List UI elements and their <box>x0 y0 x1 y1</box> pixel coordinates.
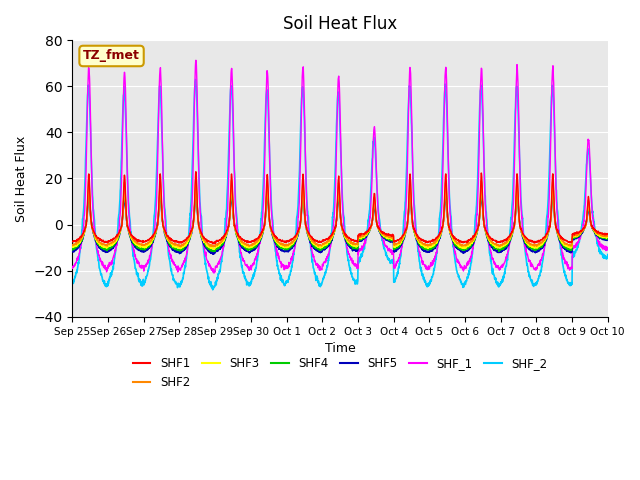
SHF4 <box>496 247 504 252</box>
SHF_2 <box>192 76 200 82</box>
SHF_2 <box>356 257 364 263</box>
SHF3 <box>557 238 564 244</box>
SHF5 <box>356 239 364 244</box>
SHF_2 <box>604 252 612 257</box>
Y-axis label: Soil Heat Flux: Soil Heat Flux <box>15 135 28 222</box>
SHF5 <box>68 248 76 253</box>
SHF5 <box>572 235 580 241</box>
SHF1 <box>192 169 200 175</box>
SHF2 <box>218 238 226 243</box>
SHF4 <box>604 236 612 241</box>
SHF2 <box>557 236 564 242</box>
SHF4 <box>572 234 580 240</box>
SHF2 <box>192 176 200 181</box>
SHF_1 <box>367 191 375 196</box>
SHF4 <box>557 240 564 246</box>
SHF_1 <box>496 266 504 272</box>
SHF1 <box>356 232 364 238</box>
SHF_1 <box>604 247 612 252</box>
SHF_1 <box>192 58 200 63</box>
Line: SHF_2: SHF_2 <box>72 79 608 290</box>
SHF1 <box>68 239 76 244</box>
SHF_2 <box>496 283 504 288</box>
SHF1 <box>604 231 612 237</box>
SHF_2 <box>68 279 76 285</box>
SHF_2 <box>367 174 375 180</box>
SHF3 <box>367 222 375 228</box>
SHF1 <box>367 223 375 228</box>
Line: SHF5: SHF5 <box>72 193 608 254</box>
SHF1 <box>572 230 580 236</box>
SHF4 <box>367 223 375 228</box>
SHF_2 <box>557 245 564 251</box>
SHF3 <box>604 234 612 240</box>
SHF_1 <box>557 242 564 248</box>
Title: Soil Heat Flux: Soil Heat Flux <box>283 15 397 33</box>
Line: SHF3: SHF3 <box>72 183 608 249</box>
SHF_1 <box>356 246 364 252</box>
SHF4 <box>210 249 218 254</box>
SHF5 <box>218 243 226 249</box>
SHF1 <box>496 240 504 245</box>
SHF2 <box>604 233 612 239</box>
SHF5 <box>557 240 564 246</box>
SHF5 <box>210 251 218 257</box>
SHF2 <box>356 233 364 239</box>
SHF4 <box>68 246 76 252</box>
X-axis label: Time: Time <box>324 342 355 355</box>
SHF_1 <box>210 270 218 276</box>
SHF1 <box>209 241 217 247</box>
SHF5 <box>192 191 200 196</box>
SHF_1 <box>572 241 580 247</box>
SHF5 <box>496 249 504 255</box>
SHF2 <box>367 223 375 229</box>
SHF3 <box>572 232 580 238</box>
SHF4 <box>218 241 226 247</box>
SHF_1 <box>68 265 76 271</box>
SHF3 <box>210 246 218 252</box>
Text: TZ_fmet: TZ_fmet <box>83 49 140 62</box>
SHF4 <box>356 238 364 243</box>
SHF3 <box>496 244 504 250</box>
Line: SHF1: SHF1 <box>72 172 608 244</box>
SHF_2 <box>209 287 216 293</box>
SHF1 <box>557 234 564 240</box>
SHF2 <box>572 232 580 238</box>
SHF3 <box>356 235 364 240</box>
SHF_2 <box>572 247 580 253</box>
SHF3 <box>218 240 226 245</box>
Line: SHF2: SHF2 <box>72 179 608 247</box>
SHF2 <box>496 242 504 248</box>
SHF_1 <box>218 249 226 255</box>
Line: SHF4: SHF4 <box>72 188 608 252</box>
Line: SHF_1: SHF_1 <box>72 60 608 273</box>
Legend: SHF1, SHF2, SHF3, SHF4, SHF5, SHF_1, SHF_2: SHF1, SHF2, SHF3, SHF4, SHF5, SHF_1, SHF… <box>128 353 552 394</box>
SHF3 <box>68 244 76 250</box>
SHF4 <box>192 185 200 191</box>
SHF2 <box>177 244 184 250</box>
SHF5 <box>367 222 375 228</box>
SHF2 <box>68 243 76 249</box>
SHF1 <box>218 235 226 241</box>
SHF5 <box>604 236 612 242</box>
SHF3 <box>192 180 200 186</box>
SHF_2 <box>218 254 226 260</box>
